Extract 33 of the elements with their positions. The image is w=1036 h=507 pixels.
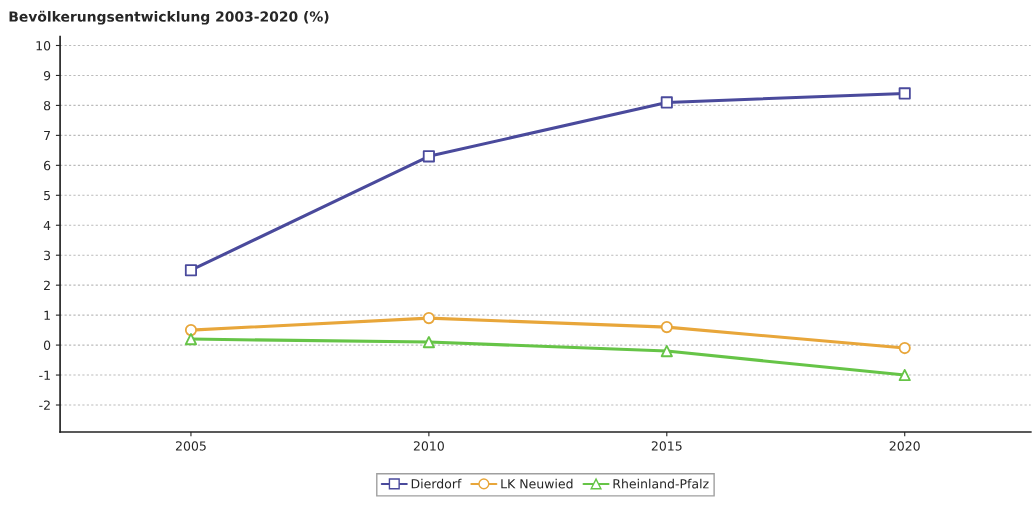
point [184,264,198,277]
legend-label: Dierdorf [411,478,462,489]
y-tick-label: 5 [44,190,50,201]
y-tick-label: 10 [36,40,51,51]
point [660,345,673,358]
legend-label: LK Neuwied [501,478,573,489]
y-tick-label: 9 [43,70,51,81]
chart-title: Bevölkerungsentwicklung 2003-2020 (%) [9,10,329,25]
point [184,333,198,346]
point [184,324,198,337]
point [898,368,911,382]
y-tick-label: 2 [44,280,50,290]
point [422,150,435,163]
y-tick-label: 6 [43,160,51,171]
x-tick-label: 2005 [175,441,206,451]
y-tick-label: 3 [44,250,51,261]
point [422,336,435,349]
y-tick-label: -2 [39,400,50,410]
y-tick-label: 7 [44,131,50,141]
point [422,312,435,325]
y-tick-label: -1 [39,370,50,380]
point [660,96,673,109]
y-tick-label: 8 [43,100,51,111]
x-tick-label: 2015 [651,441,682,451]
x-tick-label: 2020 [889,441,920,451]
y-tick-label: 0 [43,340,51,351]
x-tick-label: 2010 [413,441,444,451]
point [898,87,911,100]
point [898,342,911,355]
point [660,321,673,334]
legend-label: Rheinland-Pfalz [613,478,709,489]
y-tick-label: 1 [44,310,50,320]
y-tick-label: 4 [43,220,51,230]
